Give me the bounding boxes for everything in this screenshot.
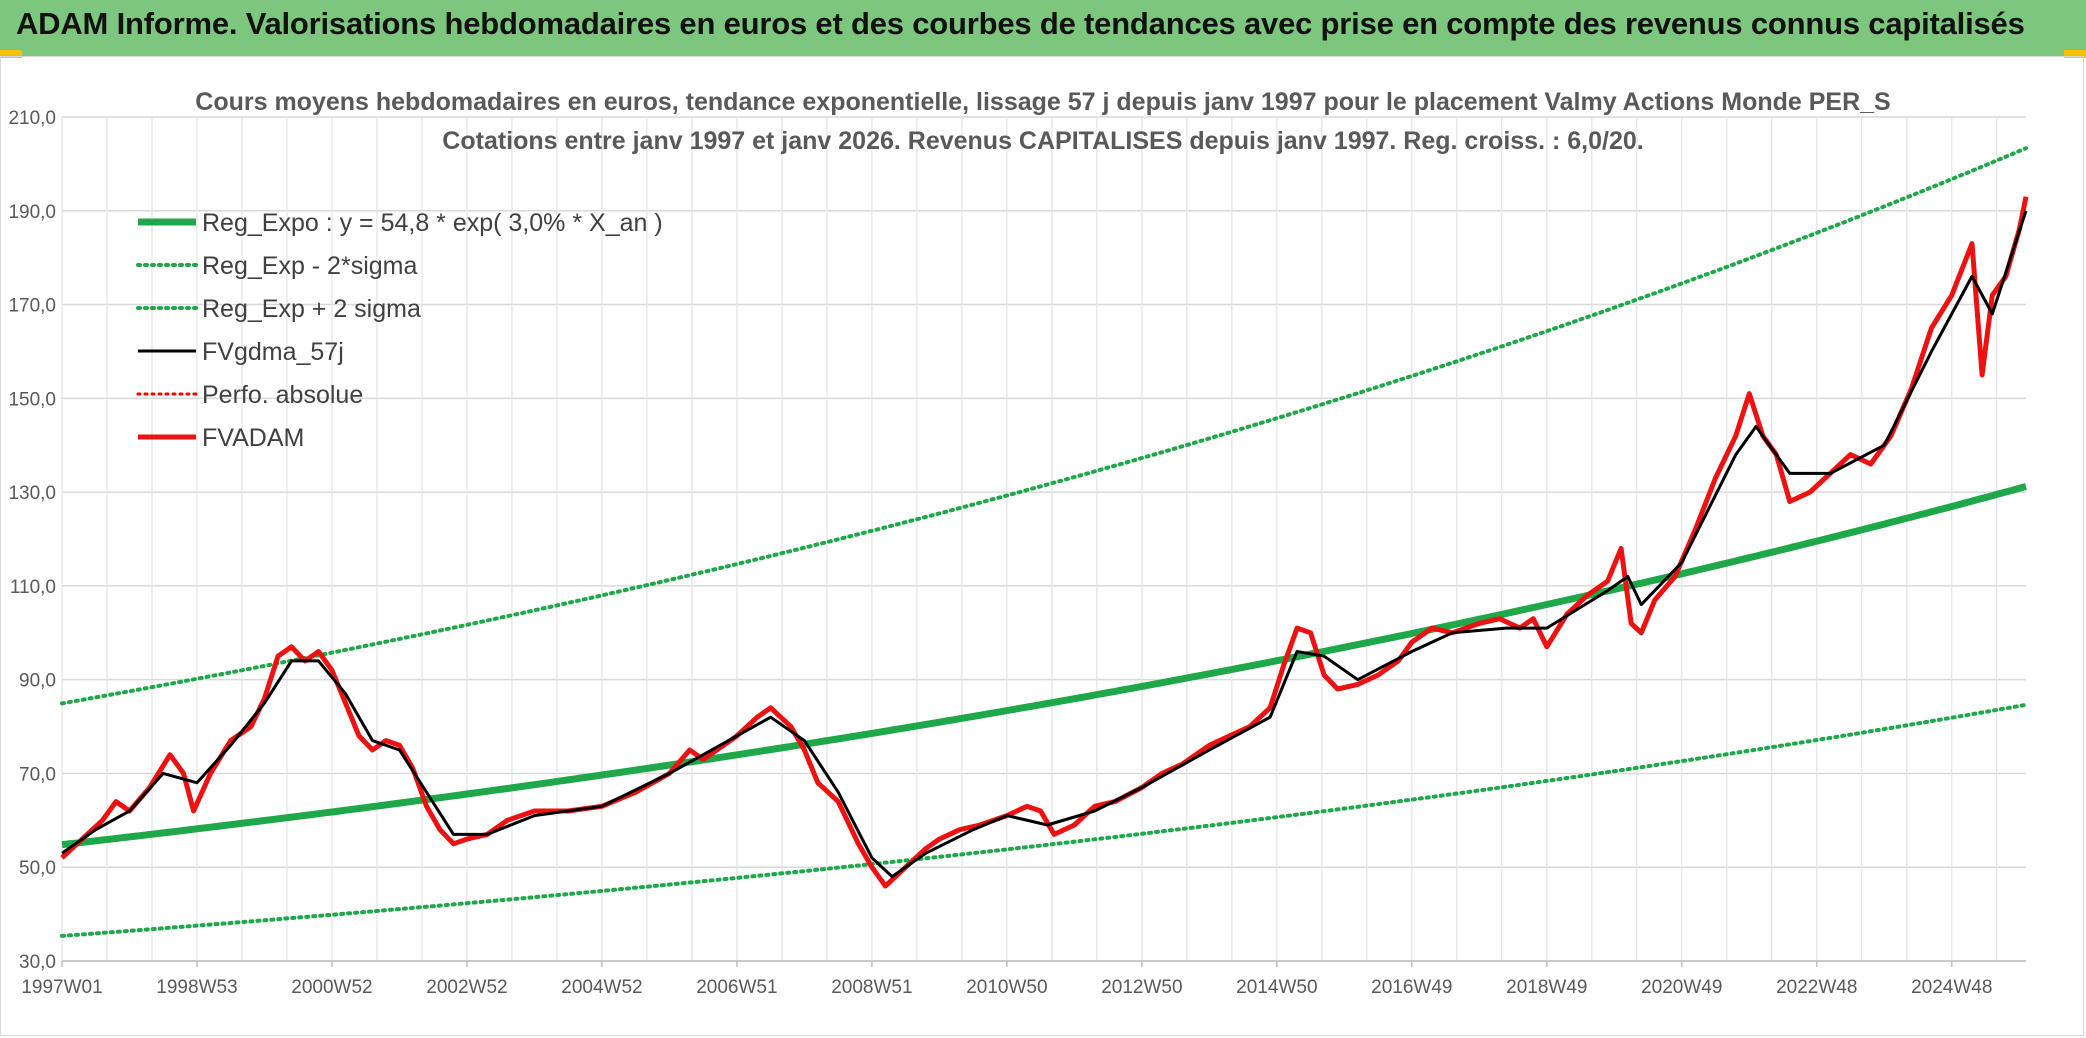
x-tick-label: 2008W51	[831, 977, 912, 998]
series-reg-expo	[61, 483, 2027, 849]
x-tick-label: 2022W48	[1776, 977, 1857, 998]
x-tick-label: 1997W01	[21, 977, 102, 998]
x-tick-label: 2020W49	[1641, 977, 1722, 998]
banner-corner-right	[2064, 50, 2086, 58]
y-tick-label: 30,0	[19, 952, 56, 973]
x-tick-label: 1998W53	[156, 977, 237, 998]
y-tick-label: 110,0	[10, 577, 56, 598]
x-tick-label: 2018W49	[1506, 977, 1587, 998]
x-tick-label: 2012W50	[1101, 977, 1182, 998]
y-tick-label: 170,0	[8, 296, 56, 317]
banner-corner-left	[0, 50, 22, 58]
y-tick-label: 210,0	[8, 108, 56, 129]
report-banner: ADAM Informe. Valorisations hebdomadaire…	[0, 0, 2086, 56]
y-tick-label: 50,0	[19, 858, 56, 879]
x-axis: 1997W01 1998W53 2000W52 2002W52 2004W52 2006W…	[21, 961, 1992, 998]
series-fvadam	[60, 196, 2029, 889]
legend-reg-exp-minus-label: Reg_Exp - 2*sigma	[202, 252, 417, 280]
x-tick-label: 2006W51	[696, 977, 777, 998]
y-tick-label: 190,0	[8, 202, 56, 223]
x-tick-label: 2000W52	[291, 977, 372, 998]
chart-title-line-2: Cotations entre janv 1997 et janv 2026. …	[442, 127, 1643, 155]
series-layer	[60, 146, 2029, 938]
x-tick-label: 2004W52	[561, 977, 642, 998]
x-tick-label: 2002W52	[426, 977, 507, 998]
y-tick-label: 130,0	[8, 483, 56, 504]
x-tick-label: 2014W50	[1236, 977, 1317, 998]
legend-reg-exp-plus-label: Reg_Exp + 2 sigma	[202, 295, 421, 323]
legend: Reg_Expo : y = 54,8 * exp( 3,0% * X_an )…	[136, 209, 663, 452]
grid	[61, 116, 2026, 962]
y-axis: 30,0 50,0 70,0 90,0 110,0 130,0 150,0 170,0 190,…	[8, 108, 56, 973]
y-tick-label: 70,0	[19, 764, 56, 785]
legend-reg-expo-label: Reg_Expo : y = 54,8 * exp( 3,0% * X_an )	[202, 209, 663, 237]
series-reg-exp-minus-2sigma	[60, 702, 2028, 938]
chart-title-line-1: Cours moyens hebdomadaires en euros, ten…	[195, 88, 1890, 116]
legend-fvgdma-label: FVgdma_57j	[202, 338, 344, 366]
y-tick-label: 150,0	[8, 389, 56, 410]
x-tick-label: 2016W49	[1371, 977, 1452, 998]
x-tick-label: 2024W48	[1911, 977, 1992, 998]
series-reg-exp-plus-2sigma	[60, 146, 2028, 706]
chart-frame	[0, 56, 2084, 1036]
y-tick-label: 90,0	[19, 671, 56, 692]
series-fvgdma-57j	[61, 210, 2028, 879]
legend-fvadam-label: FVADAM	[202, 424, 304, 452]
report-title: ADAM Informe. Valorisations hebdomadaire…	[16, 6, 2025, 41]
legend-perfo-label: Perfo. absolue	[202, 381, 363, 409]
x-tick-label: 2010W50	[966, 977, 1047, 998]
